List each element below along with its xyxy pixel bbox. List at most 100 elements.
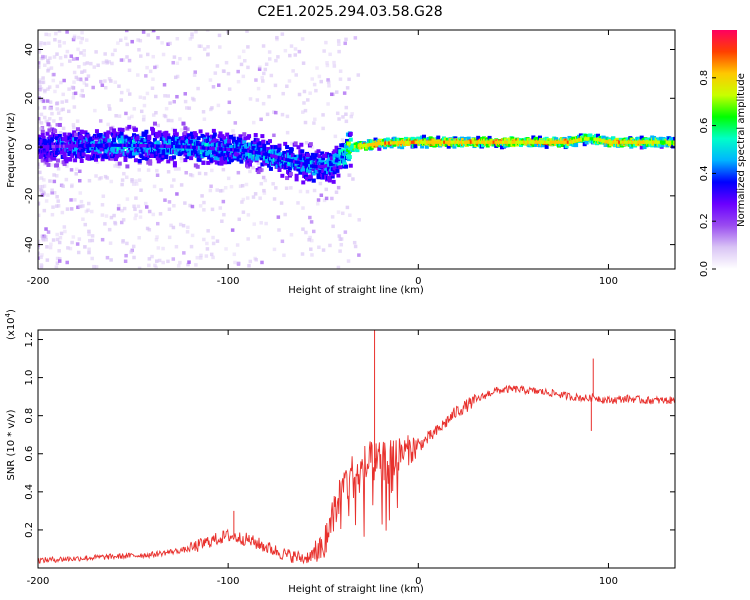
- spectrogram-cell: [173, 75, 178, 80]
- spectrogram-cell: [147, 136, 152, 141]
- spectrogram-cell: [309, 220, 314, 224]
- spectrogram-cell: [273, 145, 278, 150]
- spectrogram-cell: [152, 184, 157, 189]
- spectrogram-cell: [78, 191, 83, 195]
- spectrogram-cell: [51, 78, 56, 83]
- spectrogram-cell: [38, 92, 40, 96]
- spectrogram-cell: [84, 83, 89, 87]
- spectrogram-cell: [192, 73, 197, 77]
- spectrogram-cell: [193, 132, 198, 137]
- spectrogram-cell: [215, 188, 219, 192]
- spectrogram-cell: [130, 149, 135, 154]
- spectrogram-cell: [168, 139, 173, 144]
- spectrogram-ridge-cell: [296, 161, 301, 165]
- snr-y-ticks: 0.2 0.4 0.6 0.8 1.0 1.2: [24, 332, 675, 538]
- spectrogram-ridge-cell: [503, 140, 508, 144]
- spectrogram-cell: [178, 117, 182, 121]
- spectrogram-cell: [146, 168, 151, 172]
- spectrogram-cell: [137, 236, 141, 240]
- spectrogram-cell: [293, 47, 298, 51]
- spectrogram-cell: [141, 156, 146, 161]
- spectrogram-cell: [338, 237, 343, 241]
- spectrogram-cell: [136, 73, 140, 77]
- spectrogram-cell: [189, 156, 194, 161]
- spectrogram-cell: [80, 36, 85, 41]
- spectrogram-cell: [170, 118, 174, 123]
- spectrogram-ridge-cell: [403, 140, 407, 145]
- spectrogram-cell: [154, 154, 159, 159]
- spectrogram-ridge-cell: [300, 162, 305, 166]
- spectrogram-cell: [145, 52, 150, 57]
- spectrogram-cell: [185, 230, 190, 234]
- spectrogram-cell: [138, 133, 143, 137]
- spectrogram-ridge-cell: [163, 144, 168, 148]
- spectrogram-cell: [345, 205, 350, 210]
- spectrogram-cell: [39, 41, 43, 45]
- spectrogram-cell: [324, 196, 329, 201]
- spectrogram-ridge-cell: [348, 147, 352, 151]
- spectrogram-cell: [38, 201, 40, 206]
- spectrogram-cell: [90, 137, 95, 142]
- spectrogram-ridge-cell: [321, 164, 326, 169]
- spectrogram-ridge-cell: [117, 143, 122, 147]
- spectrogram-cell: [267, 163, 272, 168]
- spectrogram-cell: [343, 230, 348, 234]
- spectrogram-cell: [64, 177, 69, 182]
- spectrogram-cell: [154, 110, 158, 115]
- snr-scale-label: (x10: [6, 317, 17, 340]
- spectrogram-cell: [452, 144, 457, 149]
- spectrogram-cell: [166, 259, 170, 264]
- spectrogram-cell: [317, 245, 321, 250]
- spectrogram-ridge-cell: [135, 143, 139, 148]
- spectrogram-cell: [156, 35, 160, 40]
- spectrogram-ridge-cell: [76, 144, 80, 148]
- spectrogram-cell: [103, 79, 107, 83]
- spectrogram-cell: [108, 241, 113, 245]
- spectrogram-cell: [226, 71, 231, 76]
- spectrogram-cell: [337, 117, 341, 121]
- spectrogram-cell: [58, 256, 62, 261]
- spectrogram-cell: [152, 121, 157, 126]
- spectrogram-cell: [147, 257, 152, 261]
- spectrogram-cell: [142, 114, 146, 119]
- spectrogram-x-label: Height of straight line (km): [288, 285, 424, 296]
- spectrogram-cell: [161, 246, 165, 251]
- spectrogram-cell: [294, 177, 299, 182]
- spectrogram-cell: [198, 129, 203, 134]
- spectrogram-cell: [356, 73, 361, 77]
- spectrogram-cell: [336, 153, 341, 158]
- spectrogram-cell: [38, 85, 42, 89]
- spectrogram-cell: [232, 154, 237, 159]
- spectrogram-cell: [205, 30, 210, 32]
- spectrogram-ridge-cell: [578, 138, 582, 142]
- spectrogram-ridge-cell: [614, 140, 618, 144]
- spectrogram-cell: [176, 264, 181, 268]
- spectrogram-cell: [171, 155, 176, 160]
- spectrogram-cell: [206, 229, 210, 233]
- spectrogram-cell: [81, 217, 85, 221]
- spectrogram-cell: [237, 55, 242, 59]
- spectrogram-cell: [108, 107, 112, 111]
- spectrogram-cell: [258, 168, 263, 173]
- spectrogram-cell: [221, 199, 226, 204]
- spectrogram-cell: [347, 77, 351, 82]
- spectrogram-ridge-cell: [441, 140, 445, 144]
- spectrogram-cell: [639, 135, 644, 140]
- spectrogram-cell: [175, 74, 180, 79]
- spectrogram-cell: [84, 38, 89, 42]
- spectrogram-cell: [46, 69, 50, 73]
- spectrogram-ridge-cell: [623, 140, 628, 144]
- spectrogram-ridge-cell: [393, 141, 398, 145]
- spectrogram-cell: [82, 147, 87, 152]
- spectrogram-ridge-cell: [154, 144, 158, 148]
- spectrogram-cell: [64, 99, 69, 103]
- spectrogram-ridge-cell: [228, 148, 232, 152]
- spectrogram-cell: [271, 182, 275, 186]
- spectrogram-cell: [173, 146, 178, 151]
- spectrogram-ridge-cell: [631, 140, 635, 144]
- spectrogram-cell: [326, 175, 331, 180]
- spectrogram-cell: [136, 38, 140, 42]
- spectrogram-cell: [52, 155, 57, 160]
- spectrogram-cell: [485, 143, 490, 148]
- spectrogram-cell: [139, 109, 144, 114]
